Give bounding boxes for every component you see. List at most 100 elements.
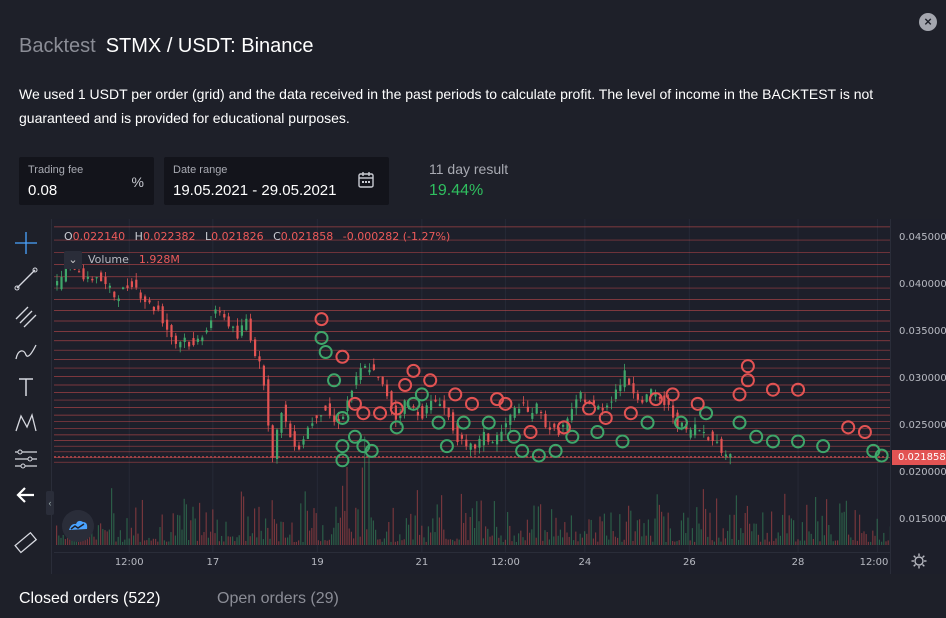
volume-bar <box>452 539 454 545</box>
pattern-icon[interactable] <box>12 409 40 437</box>
time-tick-label: 12:00 <box>114 557 144 568</box>
candle-body <box>623 370 626 388</box>
candle-body <box>280 412 283 433</box>
candle-body <box>619 385 622 391</box>
candle-body <box>333 415 336 422</box>
volume-bar <box>493 501 495 545</box>
volume-bar <box>837 540 839 545</box>
candle-body <box>548 427 551 430</box>
brush-icon[interactable] <box>12 337 40 365</box>
candle-body <box>658 396 661 399</box>
volume-bar <box>753 523 755 545</box>
calendar-icon[interactable] <box>357 171 375 189</box>
crosshair-icon[interactable] <box>12 229 40 257</box>
volume-bar <box>320 541 322 545</box>
volume-bar <box>520 530 522 545</box>
date-range-label: Date range <box>173 164 228 176</box>
measure-icon[interactable] <box>12 445 40 473</box>
candle-body <box>491 442 494 444</box>
candle-body <box>276 429 279 460</box>
volume-bar <box>280 521 282 545</box>
price-chart[interactable] <box>54 219 890 552</box>
volume-bar <box>603 513 605 545</box>
candle-body <box>236 325 239 339</box>
volume-value: 1.928M <box>138 253 180 266</box>
date-range-value[interactable]: 19.05.2021 - 29.05.2021 <box>173 182 337 199</box>
volume-bar <box>102 528 104 545</box>
date-range-field[interactable]: Date range 19.05.2021 - 29.05.2021 <box>164 157 389 205</box>
volume-bar <box>258 506 260 545</box>
volume-bar <box>192 506 194 545</box>
volume-bar <box>551 509 553 545</box>
sell-order-marker <box>523 425 538 440</box>
volume-bar <box>834 540 836 545</box>
candle-body <box>592 400 595 404</box>
candle-body <box>135 279 138 288</box>
volume-bar <box>427 526 429 545</box>
text-icon[interactable] <box>12 373 40 401</box>
volume-bar <box>234 541 236 545</box>
candle-body <box>614 389 617 400</box>
buy-order-marker <box>874 448 889 463</box>
close-key: C <box>273 230 281 243</box>
toolbar-collapse-button[interactable]: ‹ <box>46 491 54 515</box>
candle-body <box>645 394 648 402</box>
volume-bar <box>764 539 766 545</box>
volume-bar <box>656 494 658 545</box>
result-value: 19.44% <box>429 182 484 199</box>
volume-bar <box>577 541 579 545</box>
tab-open-orders[interactable]: Open orders (29) <box>217 590 339 607</box>
candle-body <box>544 413 547 428</box>
volume-bar <box>386 531 388 545</box>
sell-order-marker <box>841 420 856 435</box>
volume-bar <box>566 532 568 545</box>
candle-body <box>676 412 679 429</box>
volume-bar <box>515 541 517 545</box>
price-tick-label: 0.035000 <box>899 326 946 338</box>
volume-bar <box>381 541 383 545</box>
volume-bar <box>870 541 872 545</box>
volume-bar <box>489 536 491 545</box>
volume-bar <box>276 523 278 545</box>
back-arrow-icon[interactable] <box>12 481 40 509</box>
volume-bar <box>306 510 308 545</box>
volume-bar <box>669 528 671 545</box>
candle-body <box>412 406 415 408</box>
volume-bar <box>122 541 124 545</box>
candle-body <box>355 376 358 386</box>
candle-body <box>672 405 675 418</box>
volume-bar <box>443 529 445 545</box>
volume-bar <box>183 498 185 545</box>
volume-bar <box>828 524 830 545</box>
close-icon[interactable]: × <box>919 13 937 31</box>
candle-body <box>302 439 305 445</box>
volume-bar <box>537 506 539 545</box>
volume-bar <box>403 539 405 545</box>
trading-fee-field[interactable]: Trading fee 0.08 % <box>19 157 154 205</box>
candle-body <box>245 318 248 330</box>
volume-bar <box>157 541 159 545</box>
volume-bar <box>775 538 777 545</box>
volume-bar <box>874 535 876 545</box>
volume-bar <box>414 515 416 545</box>
trading-fee-value[interactable]: 0.08 <box>28 182 58 199</box>
volume-bar <box>643 523 645 545</box>
chevron-down-icon[interactable]: ⌄ <box>64 251 82 269</box>
stats-row: Trading fee 0.08 % Date range 19.05.2021… <box>0 145 946 219</box>
ruler-icon[interactable] <box>12 529 40 557</box>
volume-bar <box>432 518 434 545</box>
buy-order-marker <box>765 434 780 449</box>
tab-closed-orders[interactable]: Closed orders (522) <box>19 590 161 607</box>
volume-bar <box>663 516 665 545</box>
candle-body <box>315 415 318 419</box>
volume-bar <box>260 530 262 545</box>
price-axis[interactable]: 0.045000 0.040000 0.035000 0.030000 0.025000… <box>890 219 946 574</box>
volume-bar <box>511 541 513 545</box>
chart-area[interactable]: ‹ O0.022140 H0.022382 L0.021826 C0.02185… <box>0 219 946 574</box>
volume-bar <box>665 541 667 545</box>
volume-bar <box>768 541 770 545</box>
fib-icon[interactable] <box>12 301 40 329</box>
volume-bar <box>553 536 555 545</box>
trendline-icon[interactable] <box>12 265 40 293</box>
gear-icon[interactable] <box>911 553 927 569</box>
